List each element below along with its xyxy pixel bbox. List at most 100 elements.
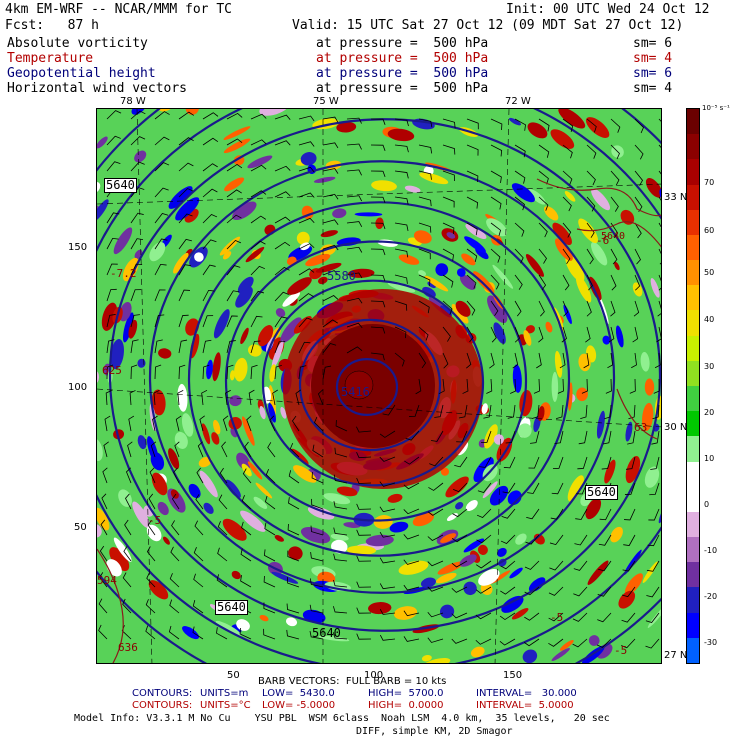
wind-barb: [291, 415, 300, 432]
wind-barb: [274, 165, 291, 172]
field-name-wind: Horizontal wind vectors: [7, 81, 188, 96]
wind-barb: [202, 112, 219, 120]
wind-barb: [586, 144, 597, 159]
wind-barb: [356, 477, 372, 484]
vorticity-patch: [507, 490, 522, 506]
wind-barb: [514, 248, 524, 264]
wind-barb: [418, 274, 431, 287]
wind-barb: [538, 326, 544, 343]
wind-barb: [148, 493, 156, 510]
wind-barb: [610, 118, 621, 133]
wind-barb: [370, 326, 386, 334]
vorticity-patch: [137, 435, 147, 450]
wind-barb: [263, 575, 276, 588]
wind-barb: [477, 482, 492, 493]
wind-barb: [633, 300, 640, 317]
colorbar-tick: -10: [704, 546, 718, 555]
wind-barb: [451, 638, 468, 644]
wind-barb: [154, 111, 170, 120]
wind-barb: [562, 274, 570, 291]
vorticity-patch: [435, 572, 457, 584]
field-level-wind: at pressure = 500 hPa: [316, 81, 489, 96]
wind-barb: [648, 508, 660, 521]
vorticity-patch: [247, 155, 273, 169]
wind-barb: [298, 341, 311, 354]
wind-barb: [370, 196, 386, 204]
vorticity-patch: [625, 421, 633, 442]
vorticity-patch: [158, 348, 172, 359]
vorticity-patch: [464, 236, 486, 253]
wind-barb: [490, 222, 502, 237]
wind-barb: [309, 604, 324, 614]
vorticity-patch: [517, 423, 532, 438]
wind-barb: [202, 315, 214, 328]
vorticity-patch: [484, 424, 498, 449]
vorticity-patch: [523, 330, 532, 346]
vorticity-patch: [97, 438, 103, 462]
lon-label-75w: 75 W: [313, 96, 339, 107]
colorbar-segment: [687, 386, 699, 412]
wind-barb: [536, 352, 542, 369]
wind-barb: [483, 404, 492, 419]
vorticity-patch: [387, 493, 403, 503]
wind-barb: [219, 467, 228, 484]
vorticity-patch: [515, 533, 527, 545]
wind-barb: [106, 237, 119, 250]
wind-barb: [248, 389, 255, 406]
wind-barb: [538, 222, 548, 238]
forecast-hour: Fcst: 87 h: [5, 18, 99, 33]
vorticity-patch: [110, 338, 124, 370]
contour-label-5640-ne: 5640: [601, 231, 626, 242]
contour-label-5640-sw: 5640: [215, 600, 248, 615]
wind-barb: [130, 212, 144, 224]
vorticity-patch: [229, 370, 235, 381]
x-tick-150: 150: [503, 670, 523, 681]
wind-barb: [286, 603, 300, 614]
wind-barb: [621, 612, 636, 623]
wind-barb: [332, 632, 348, 640]
wind-barb: [241, 495, 252, 510]
vorticity-patch: [588, 635, 600, 646]
colorbar-segment: [687, 587, 699, 614]
vorticity-patch: [398, 560, 429, 575]
wind-barb: [298, 115, 315, 122]
vorticity-patch: [253, 496, 268, 509]
wind-barb: [634, 222, 642, 239]
wind-barb: [528, 456, 540, 469]
wind-barb: [322, 270, 339, 276]
wind-barb: [298, 243, 315, 250]
vorticity-patch: [465, 223, 487, 240]
vorticity-patch: [235, 286, 253, 308]
wind-barb: [427, 534, 444, 541]
lat-lon-grid: [97, 109, 661, 663]
wind-barb: [462, 378, 469, 394]
wind-barb: [298, 293, 314, 302]
colorbar-segment: [687, 511, 699, 538]
vorticity-patch: [198, 456, 212, 468]
wind-barb: [500, 560, 516, 570]
wind-barb: [346, 169, 362, 176]
wind-barb: [263, 602, 276, 614]
wind-barb: [130, 110, 146, 120]
temp-label-7: -5: [148, 514, 162, 527]
wind-barb: [177, 389, 184, 406]
vorticity-patch: [482, 481, 498, 499]
wind-barb: [538, 144, 550, 158]
vorticity-patch: [259, 109, 290, 116]
wind-barb: [126, 467, 132, 484]
vorticity-patch: [201, 423, 211, 445]
wind-barb: [627, 430, 636, 445]
vorticity-patch: [543, 206, 559, 221]
wind-barb: [288, 497, 300, 510]
vorticity-patch: [440, 533, 457, 543]
wind-barb: [524, 586, 540, 596]
wind-barb: [356, 607, 372, 614]
vorticity-patch: [558, 109, 586, 129]
wind-barb: [178, 364, 186, 380]
wind-barb: [178, 339, 188, 354]
vorticity-patch: [642, 561, 658, 584]
wind-barb: [263, 628, 276, 640]
wind-barb: [418, 300, 430, 314]
vorticity-patch: [259, 614, 269, 622]
vorticity-patch: [389, 521, 409, 533]
